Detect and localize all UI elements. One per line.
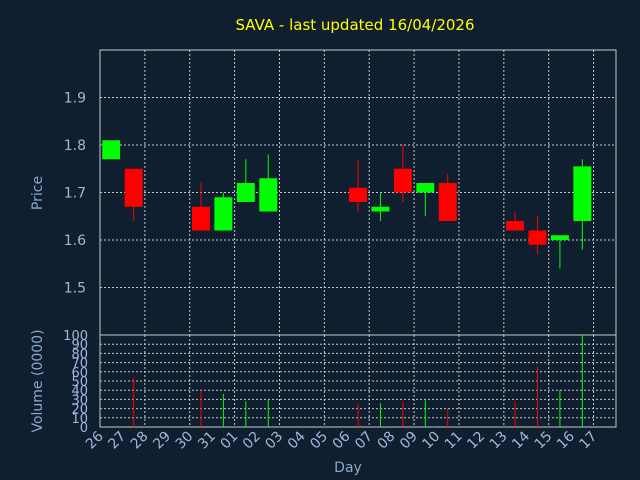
volume-tick-label: 60 (71, 366, 88, 381)
x-tick-label: 16 (554, 428, 578, 452)
candle-body (438, 183, 457, 221)
price-panel: 1.5 1.6 1.7 1.8 1.9 (64, 49, 617, 336)
chart-title: SAVA - last updated 16/04/2026 (235, 16, 474, 34)
volume-tick-label: 70 (71, 357, 88, 372)
x-tick-label: 05 (307, 429, 331, 453)
price-tick-label: 1.8 (64, 138, 86, 154)
x-tick-label: 03 (262, 429, 286, 453)
volume-axis-label: Volume (0000) (30, 329, 46, 432)
x-tick-label: 17 (576, 429, 600, 453)
x-tick-label: 31 (195, 429, 219, 453)
x-axis-label: Day (334, 460, 362, 476)
x-tick-label: 15 (532, 429, 556, 453)
volume-tick-label: 10 (71, 412, 88, 427)
candle-body (191, 206, 210, 231)
volume-tick-label: 80 (71, 347, 88, 362)
volume-tick-label: 90 (71, 338, 88, 353)
candle-body (416, 183, 435, 193)
candle-body (214, 197, 233, 231)
price-tick-label: 1.7 (64, 186, 86, 202)
candle-body (371, 206, 390, 212)
volume-tick-label: 100 (63, 329, 88, 344)
price-tick-label: 1.9 (64, 91, 86, 107)
x-tick-label: 06 (330, 428, 354, 452)
volume-tick-label: 30 (71, 393, 88, 408)
candle-body (236, 183, 255, 202)
x-tick-label: 11 (442, 429, 466, 453)
candle-body (506, 221, 525, 231)
volume-tick-label: 20 (71, 403, 88, 418)
candle-body (573, 166, 592, 221)
x-tick-label: 27 (105, 429, 129, 453)
volume-tick-label: 0 (80, 421, 88, 436)
price-tick-label: 1.6 (64, 233, 86, 249)
candle-body (393, 168, 412, 193)
x-tick-label: 12 (464, 429, 488, 453)
x-tick-label: 28 (128, 429, 152, 453)
x-tick-label: 01 (218, 429, 242, 453)
candle-body (550, 235, 569, 240)
candle-body (259, 178, 278, 212)
x-tick-labels: 2627282930310102030405060708091011121314… (83, 428, 600, 452)
volume-tick-label: 40 (71, 384, 88, 399)
x-tick-label: 07 (352, 429, 376, 453)
x-tick-label: 10 (419, 429, 443, 453)
candle-body (528, 230, 547, 245)
x-tick-label: 13 (487, 429, 511, 453)
x-tick-label: 14 (509, 428, 533, 452)
candle-body (349, 187, 367, 202)
price-tick-label: 1.5 (64, 281, 86, 297)
x-tick-label: 09 (397, 429, 421, 453)
x-tick-label: 02 (240, 429, 264, 453)
volume-tick-label: 50 (71, 375, 88, 390)
candle-body (102, 140, 121, 160)
candle-body (124, 168, 143, 207)
price-axis-label: Price (30, 176, 46, 210)
x-tick-label: 30 (173, 429, 197, 453)
x-tick-label: 29 (150, 429, 174, 453)
x-tick-label: 04 (285, 428, 309, 452)
x-tick-label: 08 (375, 429, 399, 453)
